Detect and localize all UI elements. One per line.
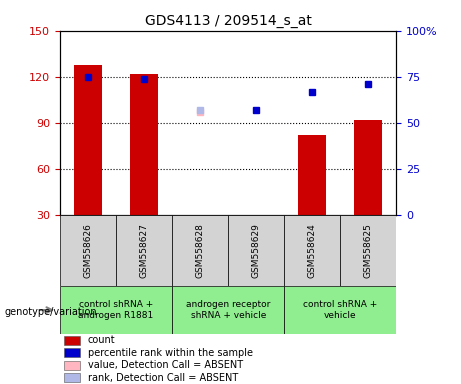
Text: androgen receptor
shRNA + vehicle: androgen receptor shRNA + vehicle xyxy=(186,300,271,320)
Text: control shRNA +
vehicle: control shRNA + vehicle xyxy=(303,300,378,320)
Bar xyxy=(228,215,284,286)
Text: GSM558625: GSM558625 xyxy=(364,223,373,278)
Bar xyxy=(355,120,383,215)
Text: value, Detection Call = ABSENT: value, Detection Call = ABSENT xyxy=(88,360,243,370)
Text: rank, Detection Call = ABSENT: rank, Detection Call = ABSENT xyxy=(88,373,238,383)
Bar xyxy=(116,215,172,286)
Bar xyxy=(242,215,270,258)
Bar xyxy=(74,65,102,215)
Bar xyxy=(284,286,396,334)
Bar xyxy=(298,135,326,215)
Bar xyxy=(60,215,116,286)
Bar xyxy=(64,348,80,357)
Bar xyxy=(340,215,396,286)
Text: GSM558626: GSM558626 xyxy=(83,223,93,278)
Bar xyxy=(172,215,228,286)
Text: GSM558627: GSM558627 xyxy=(140,223,148,278)
Text: genotype/variation: genotype/variation xyxy=(5,307,97,317)
Bar xyxy=(64,373,80,382)
Bar xyxy=(186,215,214,258)
Text: GSM558624: GSM558624 xyxy=(308,223,317,278)
Text: GSM558628: GSM558628 xyxy=(195,223,205,278)
Text: GSM558629: GSM558629 xyxy=(252,223,261,278)
Text: percentile rank within the sample: percentile rank within the sample xyxy=(88,348,253,358)
Bar xyxy=(130,74,158,215)
Bar xyxy=(284,215,340,286)
Bar xyxy=(60,286,172,334)
Text: count: count xyxy=(88,335,115,345)
Bar xyxy=(172,286,284,334)
Text: control shRNA +
androgen R1881: control shRNA + androgen R1881 xyxy=(78,300,154,320)
Bar xyxy=(64,361,80,370)
Title: GDS4113 / 209514_s_at: GDS4113 / 209514_s_at xyxy=(145,14,312,28)
Bar xyxy=(64,336,80,345)
